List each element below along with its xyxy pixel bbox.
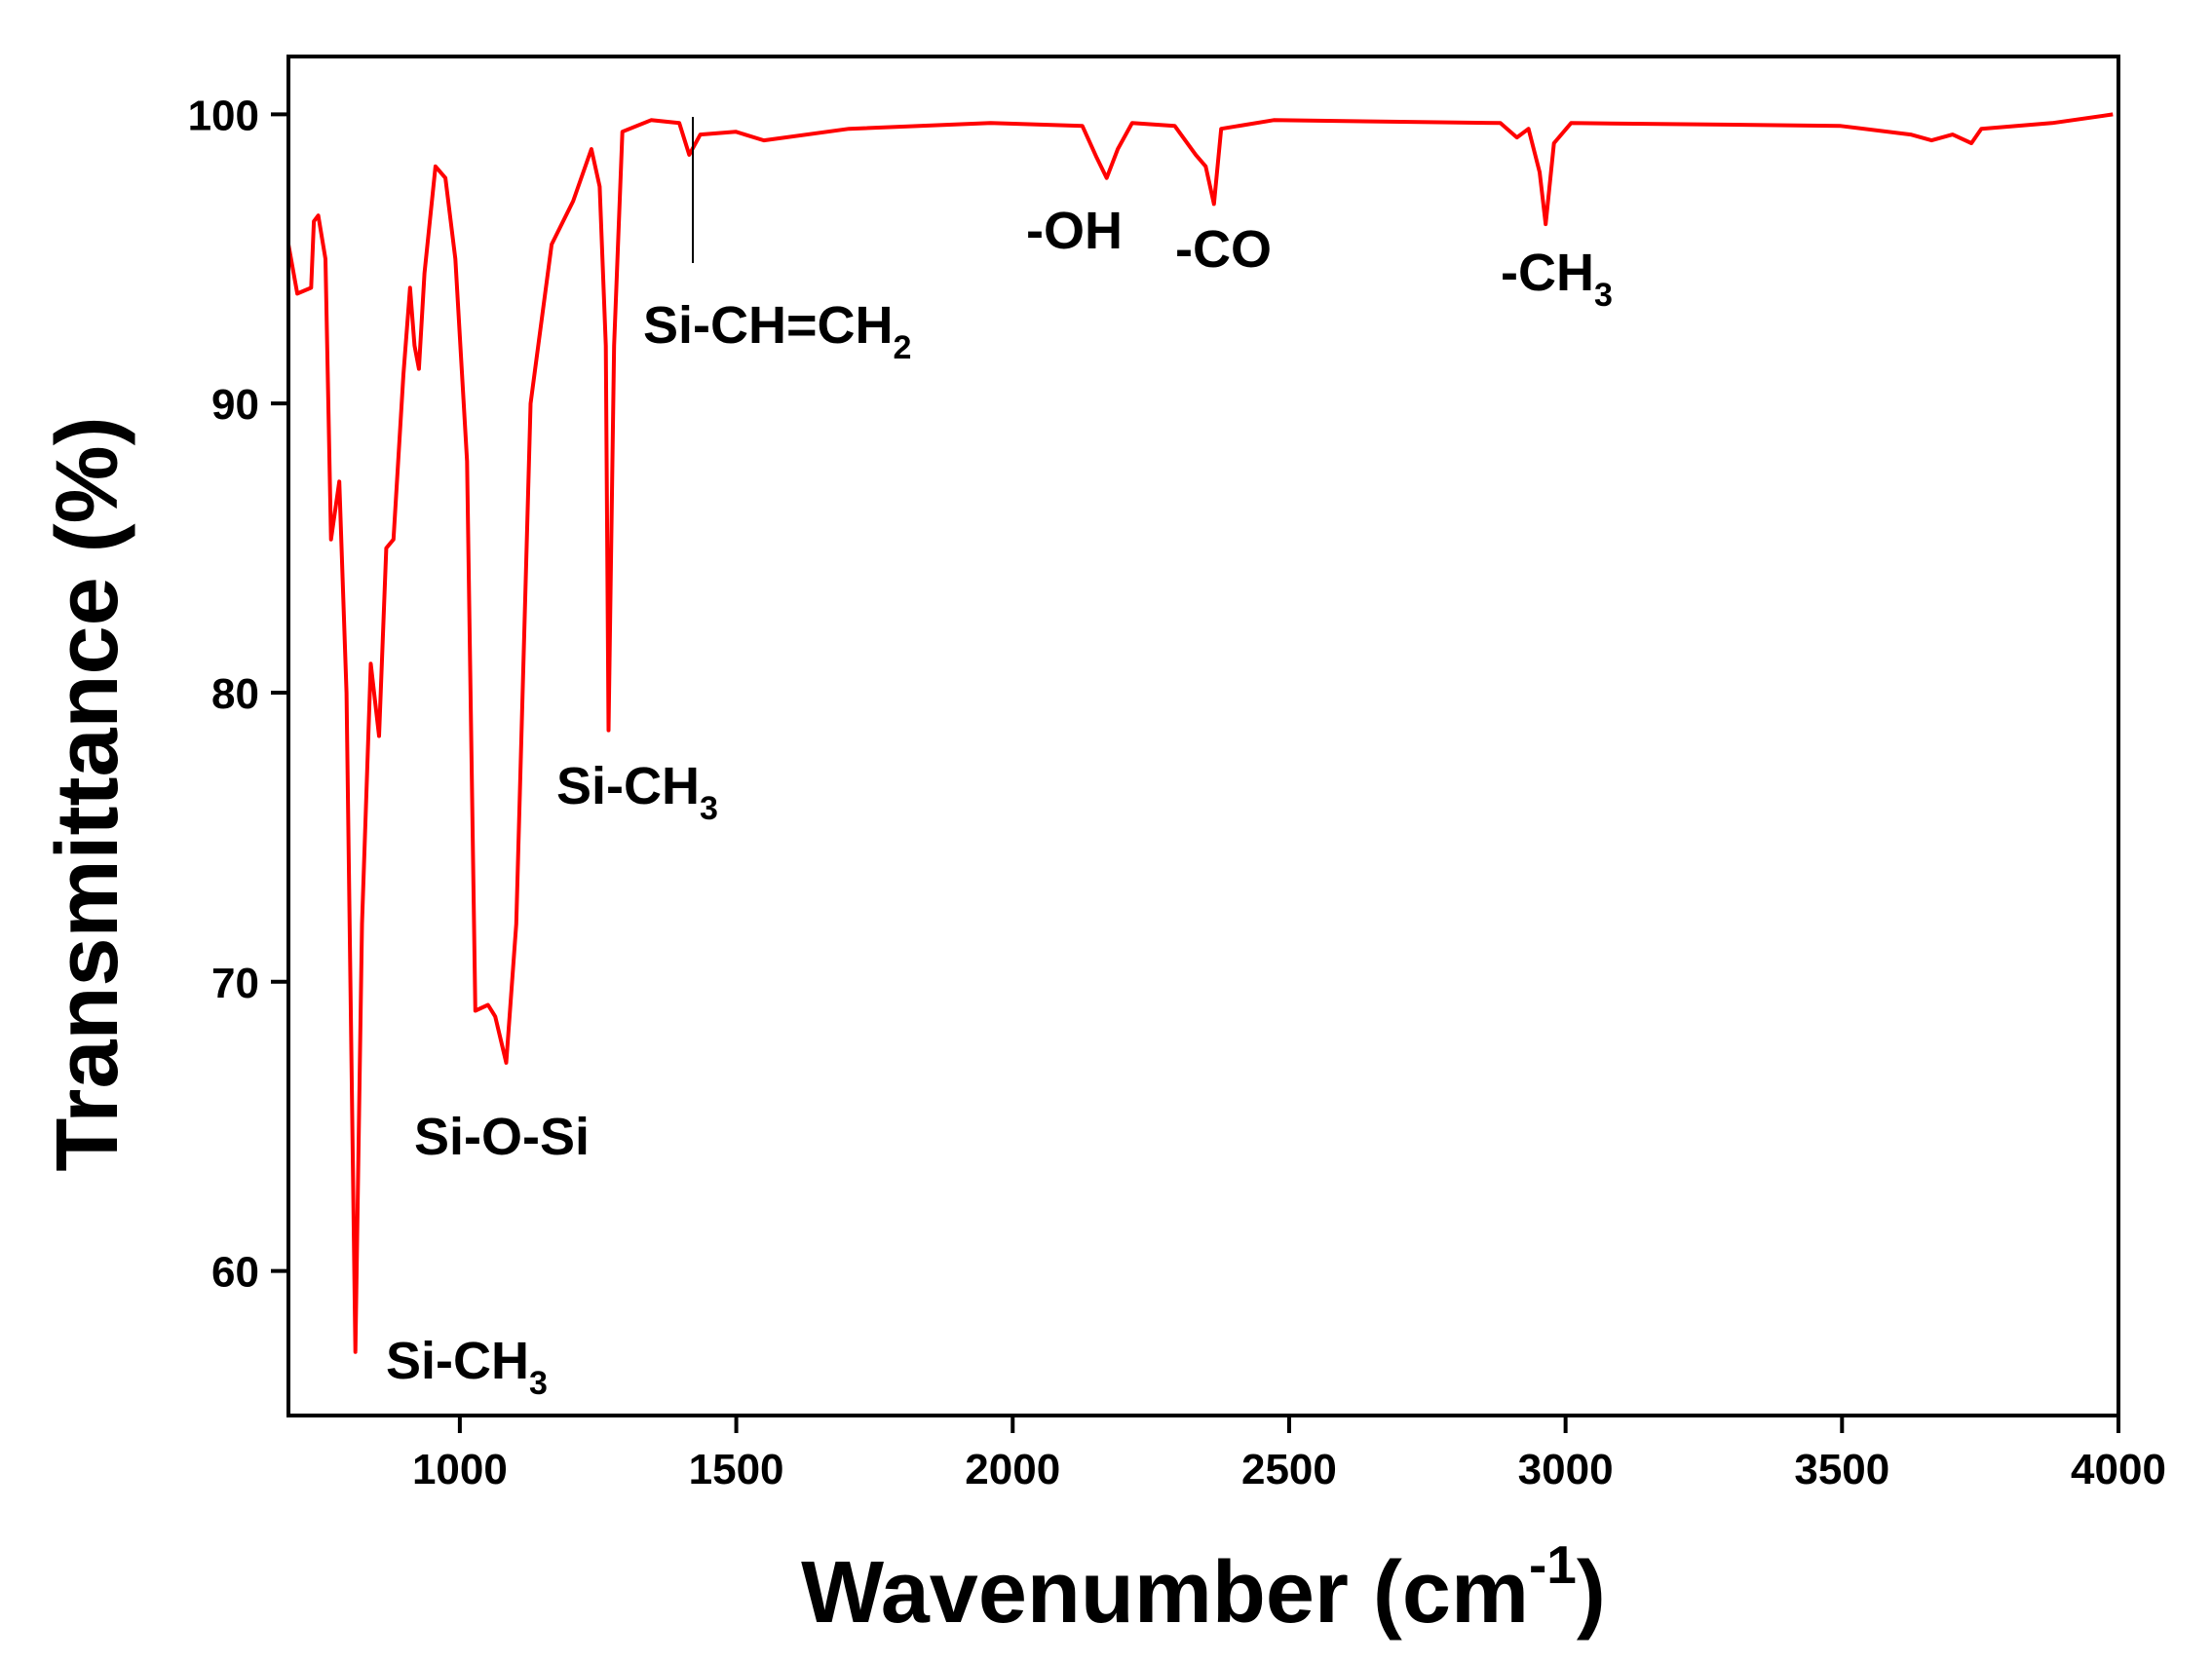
annotation-sub: 2: [894, 329, 912, 366]
y-tick-label: 70: [211, 960, 259, 1007]
y-axis-title: Transmittance (%): [39, 416, 136, 1171]
x-tick-label: 3500: [1794, 1446, 1889, 1493]
annotation-sub: 3: [1594, 277, 1613, 314]
annotation-sub: 3: [700, 790, 718, 827]
annotation-text: -CO: [1175, 220, 1272, 279]
spectrum-line: [286, 112, 2114, 1354]
x-tick-label: 2500: [1241, 1446, 1337, 1493]
y-tick-label: 60: [211, 1249, 259, 1297]
x-tick-label: 1500: [689, 1446, 784, 1493]
annotation: Si-CH=CH2: [643, 296, 911, 366]
annotation-text: Si-O-Si: [414, 1108, 590, 1166]
annotation-text: -OH: [1026, 202, 1123, 260]
annotation: -OH: [1026, 202, 1123, 260]
annotation: Si-CH3: [556, 757, 718, 827]
x-axis-title-end: ): [1577, 1544, 1606, 1642]
y-tick-label: 80: [211, 670, 259, 718]
plot-frame: [286, 55, 2120, 1417]
annotation-text: -CH: [1501, 244, 1594, 302]
annotation-sub: 3: [529, 1365, 548, 1402]
y-tick-label: 90: [211, 381, 259, 429]
x-tick-label: 2000: [965, 1446, 1060, 1493]
annotation: -CH3: [1501, 244, 1613, 314]
x-axis-title: Wavenumber (cm-1): [801, 1534, 1606, 1642]
annotation-text: Si-CH: [556, 757, 700, 815]
annotation: Si-O-Si: [414, 1108, 590, 1166]
annotation: Si-CH3: [386, 1332, 548, 1402]
x-tick-label: 3000: [1518, 1446, 1614, 1493]
x-axis-title-sup: -1: [1529, 1534, 1577, 1595]
annotation-text: Si-CH=CH: [643, 296, 894, 355]
x-tick-label: 1000: [412, 1446, 508, 1493]
annotation-text: Si-CH: [386, 1332, 529, 1390]
annotation: -CO: [1175, 220, 1272, 279]
x-tick-label: 4000: [2071, 1446, 2166, 1493]
x-axis-title-text: Wavenumber (cm: [801, 1544, 1529, 1642]
y-tick-label: 100: [188, 92, 259, 139]
